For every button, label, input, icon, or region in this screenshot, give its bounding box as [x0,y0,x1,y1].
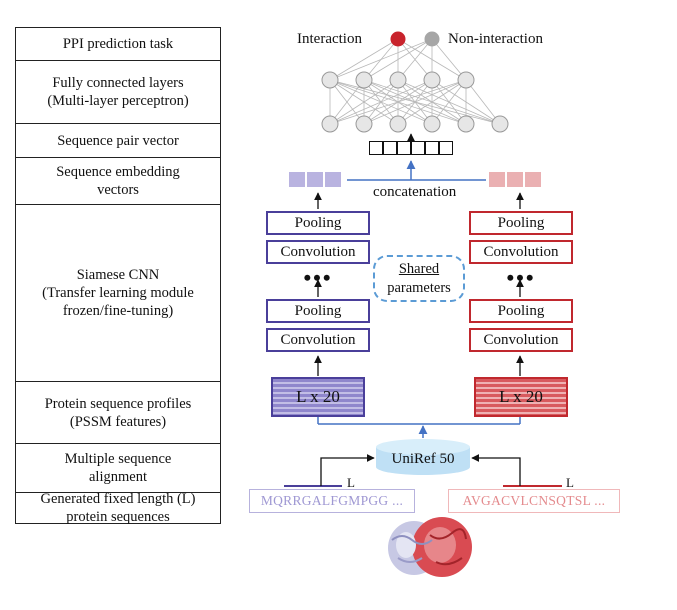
mlp-edge [363,38,433,81]
left-convolution-bottom: Convolution [266,328,370,352]
right-convolution-top: Convolution [469,240,573,264]
mlp-node [389,71,407,89]
left-convolution-top: Convolution [266,240,370,264]
right-pooling-top: Pooling [469,211,573,235]
mlp-node [457,71,475,89]
right-ellipsis: ••• [506,265,536,290]
uniref-label: UniRef 50 [391,451,455,467]
right-length-label: L [566,475,574,490]
mlp-edges [329,38,501,125]
mlp-nodes [321,31,509,133]
right-pssm-matrix: L x 20 [474,377,568,417]
stage-pair-vector: Sequence pair vector [16,124,220,158]
stage-sequences: Generated fixed length (L) protein seque… [40,491,196,525]
left-protein-sequence: MQRRGALFGMPGG ... [249,489,415,513]
mlp-edge [431,38,467,81]
stage-msa: Multiple sequence alignment [16,444,220,493]
mlp-node [457,115,475,133]
mlp-edge [397,38,433,81]
concat-connector [347,160,486,181]
left-length-label: L [347,475,355,490]
mlp-node [355,115,373,133]
non-interaction-label: Non-interaction [448,31,543,47]
mlp-node [423,115,441,133]
stage-pssm: Protein sequence profiles (PSSM features… [16,382,220,444]
mlp-edge [397,79,467,125]
mlp-edge [329,79,399,125]
mlp-node [491,115,509,133]
mlp-node [389,115,407,133]
mlp-node [321,115,339,133]
mlp-edge [431,79,467,125]
mlp-edge [329,79,433,125]
shared-label: Shared [398,261,440,277]
protein-structure-image [388,517,472,577]
concatenation-label: concatenation [373,184,457,200]
right-pooling-bottom: Pooling [469,299,573,323]
stage-ppi-task: PPI prediction task [16,28,220,61]
mlp-edge [363,79,467,125]
parameters-label: parameters [387,280,451,296]
interaction-label: Interaction [297,31,362,47]
mlp-node [423,71,441,89]
left-pooling-top: Pooling [266,211,370,235]
mlp-edge [329,79,467,125]
uniref-database: UniRef 50 [376,439,470,475]
mlp-edge [465,79,501,125]
shared-parameters-badge: Shared parameters [373,255,465,302]
right-convolution-bottom: Convolution [469,328,573,352]
left-ellipsis: ••• [303,265,333,290]
mlp-edge [329,79,365,125]
mlp-edge [329,38,433,81]
left-pssm-matrix: L x 20 [271,377,365,417]
stage-table: PPI prediction task Fully connected laye… [15,27,221,525]
mlp-node [321,71,339,89]
left-pooling-bottom: Pooling [266,299,370,323]
stage-embedding-vectors: Sequence embedding vectors [16,158,220,205]
right-protein-sequence: AVGACVLCNSQTSL ... [448,489,620,513]
mlp-edge [329,38,399,81]
sequence-input-lines [284,454,562,487]
non-interaction-node [424,31,440,47]
interaction-node [390,31,406,47]
stage-siamese-cnn: Siamese CNN (Transfer learning module fr… [16,205,220,382]
mlp-node [355,71,373,89]
pssm-uniref-connector [317,417,521,438]
stage-fully-connected: Fully connected layers (Multi-layer perc… [16,61,220,124]
